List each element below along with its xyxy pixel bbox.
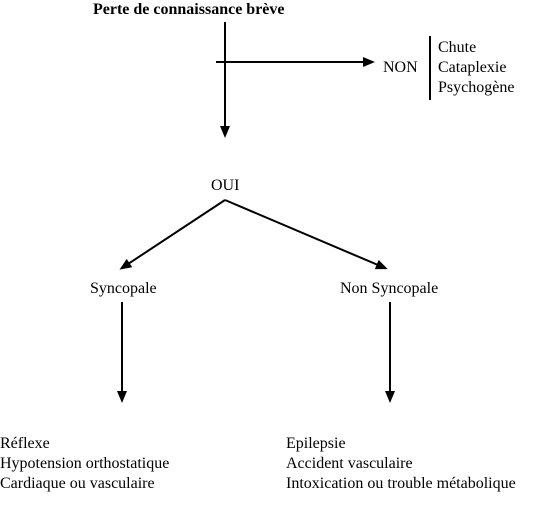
right-1: Epilepsie [286,434,346,454]
left-1: Réflexe [0,434,50,454]
left-2: Hypotension orthostatique [0,454,169,474]
non-node: NON [383,58,418,78]
title-node: Perte de connaissance brève [93,0,285,20]
edge-oui-to-left [122,200,225,268]
non-out-1: Chute [438,38,476,58]
right-2: Accident vasculaire [286,454,413,474]
edge-oui-to-right [225,200,385,268]
right-3: Intoxication ou trouble métabolique [286,474,516,494]
syncopale-node: Syncopale [90,279,157,299]
non-syncopale-node: Non Syncopale [340,279,438,299]
left-3: Cardiaque ou vasculaire [0,474,155,494]
non-out-3: Psychogène [438,78,514,98]
non-out-2: Cataplexie [438,58,506,78]
oui-node: OUI [211,176,239,196]
